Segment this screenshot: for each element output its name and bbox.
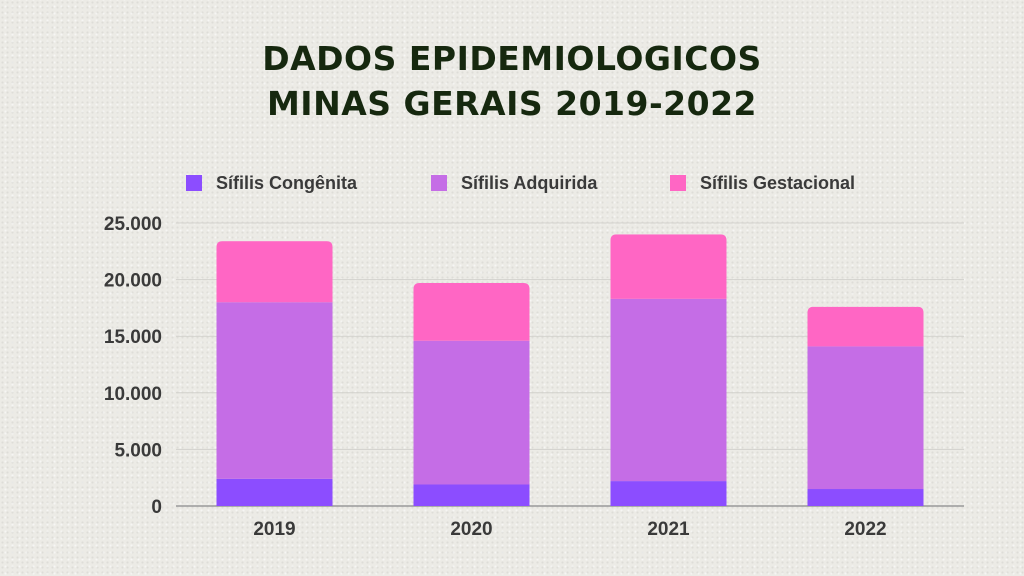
- x-tick-label: 2019: [253, 519, 295, 540]
- y-tick-label: 0: [151, 497, 162, 518]
- chart-title-line-2: MINAS GERAIS 2019-2022: [266, 84, 758, 123]
- x-tick-label: 2021: [647, 519, 690, 540]
- bar-gestacional-2020: [413, 282, 530, 341]
- bar-gestacional-2021: [610, 234, 727, 299]
- legend-label-adquirida: Sífilis Adquirida: [461, 172, 598, 193]
- y-tick-label: 10.000: [104, 384, 162, 405]
- bar-congenita-2022: [807, 489, 924, 506]
- legend-label-gestacional: Sífilis Gestacional: [700, 172, 856, 193]
- bar-congenita-2019: [216, 478, 333, 506]
- bar-gestacional-2019: [216, 241, 333, 303]
- bar-adquirida-2020: [413, 340, 530, 485]
- legend: Sífilis Congênita Sífilis Adquirida Sífi…: [0, 168, 1024, 198]
- legend-label-congenita: Sífilis Congênita: [216, 172, 358, 193]
- legend-item-adquirida: Sífilis Adquirida: [431, 168, 597, 198]
- y-tick-label: 20.000: [104, 271, 162, 292]
- bar-adquirida-2022: [807, 346, 924, 490]
- bar-congenita-2020: [413, 484, 530, 506]
- legend-swatch-gestacional: [670, 175, 686, 191]
- bar-adquirida-2019: [216, 302, 333, 479]
- x-tick-label: 2022: [844, 519, 886, 540]
- x-tick-label: 2020: [450, 519, 492, 540]
- bar-adquirida-2021: [610, 298, 727, 482]
- bar-stack-2021: [610, 234, 727, 506]
- legend-swatch-congenita: [186, 175, 202, 191]
- legend-item-gestacional: Sífilis Gestacional: [670, 168, 855, 198]
- legend-swatch-adquirida: [431, 175, 447, 191]
- bar-stack-2020: [413, 282, 530, 506]
- chart-title: DADOS EPIDEMIOLOGICOS MINAS GERAIS 2019-…: [0, 36, 1024, 126]
- chart-title-line-1: DADOS EPIDEMIOLOGICOS: [262, 39, 762, 78]
- bar-congenita-2021: [610, 481, 727, 506]
- bar-gestacional-2022: [807, 306, 924, 347]
- bar-stack-2019: [216, 241, 333, 506]
- y-tick-label: 5.000: [114, 440, 162, 461]
- bar-stack-2022: [807, 306, 924, 506]
- y-tick-label: 15.000: [104, 327, 162, 348]
- legend-item-congenita: Sífilis Congênita: [186, 168, 357, 198]
- y-tick-label: 25.000: [104, 214, 162, 235]
